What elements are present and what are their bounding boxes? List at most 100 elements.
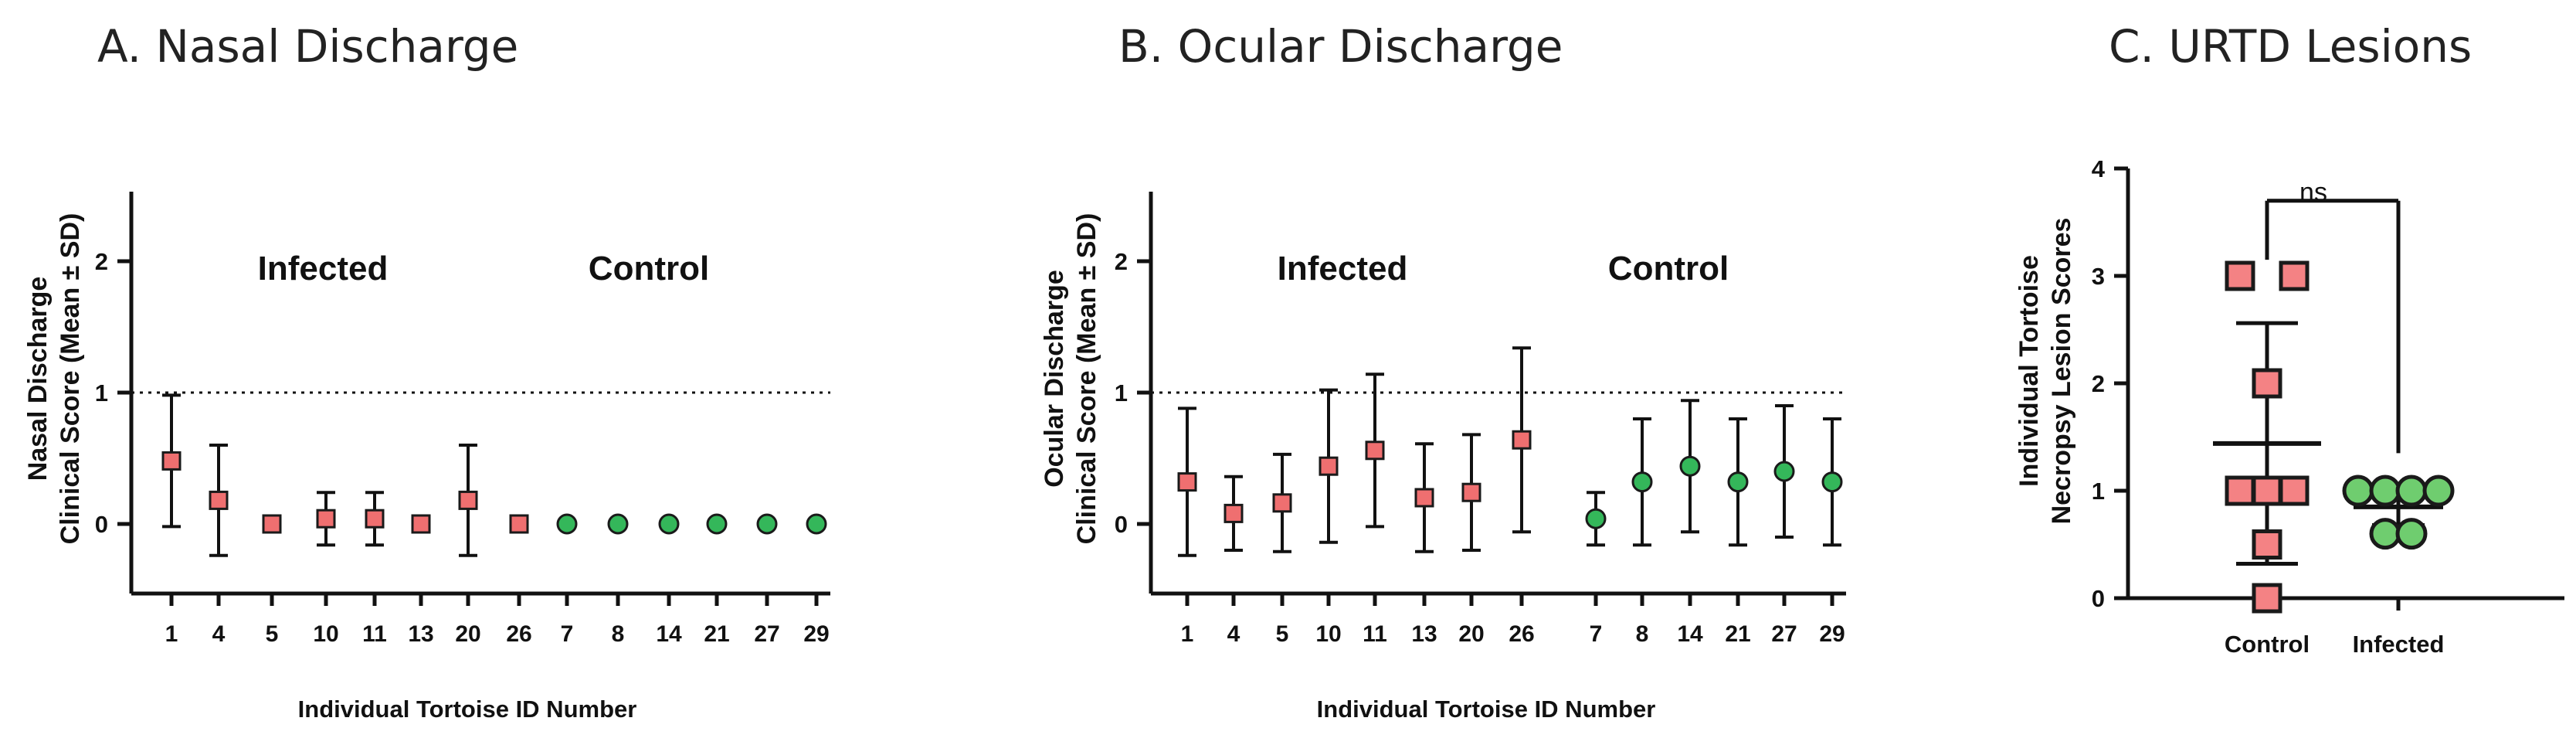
panel-a-ytick-label: 0 xyxy=(95,511,108,538)
panel-a-point-infected xyxy=(161,451,182,471)
panel-a-xtick-label: 4 xyxy=(212,621,226,647)
panel-c-ytick-label: 4 xyxy=(2092,155,2106,182)
panel-a-point-control xyxy=(556,513,578,535)
panel-c-point-infected xyxy=(2369,518,2401,550)
panel-b-ylabel-line1: Ocular Discharge xyxy=(1040,270,1069,488)
panel-a-xtick-label: 10 xyxy=(313,621,338,647)
panel-b-ytick-label: 2 xyxy=(1115,248,1128,275)
significance-label: ns xyxy=(2299,178,2327,207)
panel-b-xtick-label: 10 xyxy=(1315,621,1341,647)
panel-a-ylabel-line2: Clinical Score (Mean ± SD) xyxy=(56,213,85,545)
panel-c-point-control xyxy=(2252,475,2282,506)
panel-a-point-control xyxy=(706,513,728,535)
panel-b-point-control xyxy=(1727,471,1749,493)
panel-c-ytick-label: 1 xyxy=(2092,478,2105,505)
panel-a-point-infected xyxy=(411,514,431,534)
panel-a-xtick-label: 7 xyxy=(561,621,574,647)
panel-b-title: B. Ocular Discharge xyxy=(1118,20,1563,73)
panel-a-point-infected xyxy=(262,514,282,534)
panel-a-ytick-label: 2 xyxy=(95,248,108,275)
panel-c-point-infected xyxy=(2395,475,2428,507)
panel-c-point-infected xyxy=(2422,475,2455,507)
panel-c-ylabel-line2: Necropsy Lesion Scores xyxy=(2047,218,2076,525)
panel-b-point-infected xyxy=(1272,493,1292,513)
panel-b-group-infected: Infected xyxy=(1278,250,1408,287)
panel-b-point-control xyxy=(1773,461,1795,482)
panel-c-point-control xyxy=(2252,529,2282,560)
panel-a-xtick-label: 11 xyxy=(362,621,387,647)
panel-a-group-control: Control xyxy=(589,250,709,287)
panel-b-point-infected xyxy=(1177,472,1197,492)
panel-b-point-infected xyxy=(1461,482,1481,502)
panel-b-group-control: Control xyxy=(1608,250,1729,287)
panel-b-xtick-label: 27 xyxy=(1771,621,1797,647)
panel-c-point-control xyxy=(2279,475,2310,506)
panel-c-ylabel-line1: Individual Tortoise xyxy=(2014,255,2044,487)
panel-b-xtick-label: 21 xyxy=(1725,621,1750,647)
panel-a-xtick-label: 8 xyxy=(612,621,625,647)
panel-b-point-control xyxy=(1679,455,1701,477)
panel-a-xtick-label: 21 xyxy=(704,621,729,647)
panel-b-xtick-label: 26 xyxy=(1509,621,1534,647)
panel-a-ylabel-line1: Nasal Discharge xyxy=(23,277,53,481)
panel-b-point-infected xyxy=(1512,430,1532,450)
panel-c-point-infected xyxy=(2395,518,2428,550)
panel-c-point-control xyxy=(2252,583,2282,614)
panel-b-point-infected xyxy=(1365,441,1385,461)
panel-a-point-infected xyxy=(316,509,336,529)
panel-b-xlabel: Individual Tortoise ID Number xyxy=(1317,696,1656,723)
panel-b-ylabel-line2: Clinical Score (Mean ± SD) xyxy=(1072,213,1101,545)
panel-c-title: C. URTD Lesions xyxy=(2109,20,2472,73)
panel-a-xtick-label: 26 xyxy=(506,621,531,647)
panel-b-ytick-label: 1 xyxy=(1115,379,1128,407)
panel-b-xtick-label: 7 xyxy=(1590,621,1603,647)
panel-b-xtick-label: 13 xyxy=(1411,621,1437,647)
panel-a-point-infected xyxy=(209,490,229,510)
panel-c-xtick-label: Control xyxy=(2225,631,2310,658)
panel-a-ytick-label: 1 xyxy=(95,379,108,407)
panel-a-point-infected xyxy=(458,490,478,510)
panel-c-ytick-label: 0 xyxy=(2092,585,2105,612)
panel-a-xlabel: Individual Tortoise ID Number xyxy=(298,696,637,723)
panel-c-ytick-label: 3 xyxy=(2092,263,2105,290)
panel-a-point-control xyxy=(658,513,680,535)
panel-a-xtick-label: 20 xyxy=(455,621,480,647)
panel-c-point-control xyxy=(2279,260,2310,291)
panel-b-point-infected xyxy=(1414,488,1434,508)
panel-c-ytick-label: 2 xyxy=(2092,370,2105,397)
panel-a-group-infected: Infected xyxy=(258,250,389,287)
panel-a-xtick-label: 27 xyxy=(754,621,779,647)
panel-b-point-control xyxy=(1631,471,1653,493)
panel-a-xtick-label: 5 xyxy=(266,621,279,647)
panel-a-point-infected xyxy=(365,509,385,529)
panel-a-point-infected xyxy=(509,514,529,534)
panel-b-xtick-label: 5 xyxy=(1276,621,1289,647)
panel-b-point-infected xyxy=(1319,456,1339,476)
panel-a-point-control xyxy=(806,513,827,535)
panel-b-xtick-label: 8 xyxy=(1636,621,1649,647)
panel-b-xtick-label: 29 xyxy=(1819,621,1845,647)
panel-b-point-control xyxy=(1585,508,1607,529)
panel-c-point-control xyxy=(2225,260,2255,291)
panel-c-point-control xyxy=(2252,368,2282,399)
panel-a-title: A. Nasal Discharge xyxy=(97,20,518,73)
panel-b-ytick-label: 0 xyxy=(1115,511,1128,538)
panel-a-xtick-label: 13 xyxy=(408,621,433,647)
panel-b-point-control xyxy=(1821,471,1843,493)
panel-a-point-control xyxy=(756,513,778,535)
panel-b-xtick-label: 14 xyxy=(1677,621,1703,647)
panel-a-point-control xyxy=(607,513,629,535)
panel-c-point-infected xyxy=(2369,475,2401,507)
panel-a-xtick-label: 29 xyxy=(803,621,829,647)
panel-c-point-control xyxy=(2225,475,2255,506)
panel-b-xtick-label: 1 xyxy=(1181,621,1194,647)
panel-b-xtick-label: 11 xyxy=(1363,621,1387,647)
panel-b-point-infected xyxy=(1224,503,1244,523)
panel-c-xtick-label: Infected xyxy=(2353,631,2445,658)
panel-b-xtick-label: 4 xyxy=(1227,621,1240,647)
panel-a-xtick-label: 14 xyxy=(656,621,682,647)
panel-a-xtick-label: 1 xyxy=(165,621,178,647)
panel-b-xtick-label: 20 xyxy=(1458,621,1484,647)
